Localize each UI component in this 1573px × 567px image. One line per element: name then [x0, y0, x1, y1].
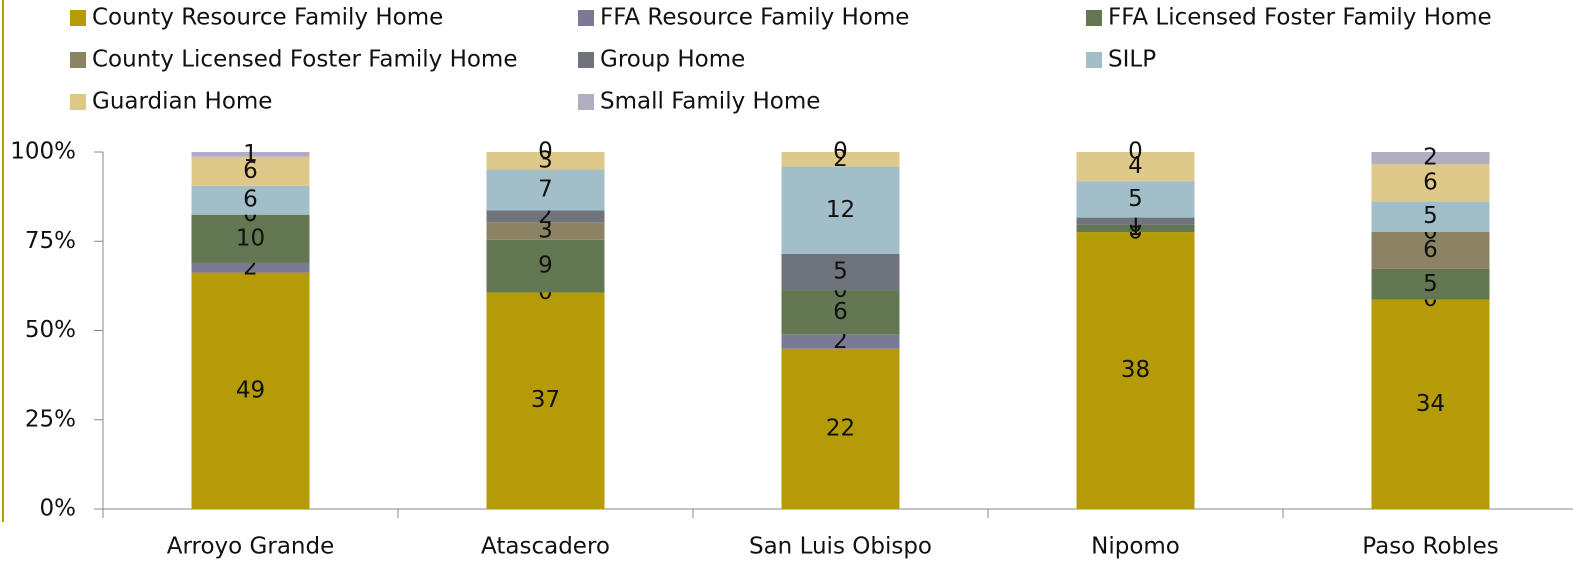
- data-label: 6: [833, 299, 848, 325]
- data-label: 6: [243, 158, 258, 184]
- data-label: 6: [243, 187, 258, 213]
- data-label: 5: [1423, 203, 1438, 229]
- data-label: 0: [833, 139, 848, 165]
- bar-segment: [486, 169, 605, 211]
- y-tick-label: 100%: [10, 139, 76, 165]
- bar-segment: [486, 292, 605, 509]
- data-label: 37: [531, 387, 560, 413]
- y-tick-label: 50%: [25, 317, 76, 343]
- y-tick-label: 25%: [25, 406, 76, 432]
- data-label: 12: [826, 197, 855, 223]
- data-label: 34: [1416, 391, 1445, 417]
- bar-segment: [486, 210, 605, 223]
- data-label: 49: [236, 377, 265, 403]
- legend-swatch: [578, 94, 594, 110]
- y-tick-label: 75%: [25, 228, 76, 254]
- bar-segment: [1371, 299, 1490, 509]
- data-label: 2: [833, 146, 848, 172]
- y-tick-label: 0%: [40, 496, 77, 522]
- legend-label: SILP: [1108, 47, 1156, 73]
- bar-segment: [191, 272, 310, 509]
- legend-label: FFA Licensed Foster Family Home: [1108, 5, 1492, 31]
- legend-label: County Licensed Foster Family Home: [92, 47, 518, 73]
- data-label: 6: [1423, 169, 1438, 195]
- data-label: 5: [1423, 271, 1438, 297]
- bar-segment: [1076, 224, 1195, 233]
- x-tick-label: Atascadero: [481, 534, 610, 560]
- data-label: 9: [538, 253, 553, 279]
- legend-swatch: [70, 52, 86, 68]
- data-label: 2: [1423, 145, 1438, 171]
- bar-segment: [486, 222, 605, 240]
- data-label: 3: [538, 218, 553, 244]
- legend-swatch: [70, 10, 86, 26]
- bar-segment: [1076, 181, 1195, 218]
- x-tick-label: Paso Robles: [1362, 534, 1498, 560]
- bar-segment: [191, 262, 310, 273]
- data-label: 0: [1128, 139, 1143, 165]
- data-label: 4: [1128, 153, 1143, 179]
- data-label: 0: [538, 139, 553, 165]
- bar-segment: [1371, 152, 1490, 165]
- legend-label: County Resource Family Home: [92, 5, 443, 31]
- bar-segment: [191, 185, 310, 215]
- data-label: 5: [833, 259, 848, 285]
- bar-segment: [781, 152, 900, 167]
- bar-segment: [781, 348, 900, 509]
- legend-swatch: [578, 52, 594, 68]
- bar-segment: [191, 156, 310, 186]
- bar-segment: [781, 290, 900, 335]
- bar-segment: [1076, 217, 1195, 225]
- bar-segment: [1371, 268, 1490, 300]
- data-label: 3: [538, 147, 553, 173]
- legend-swatch: [1086, 10, 1102, 26]
- data-label: 10: [236, 225, 265, 251]
- data-label: 6: [1423, 237, 1438, 263]
- legend-swatch: [70, 94, 86, 110]
- bar-segment: [781, 254, 900, 291]
- bar-segment: [486, 152, 605, 170]
- data-label: 22: [826, 415, 855, 441]
- x-tick-label: San Luis Obispo: [749, 534, 932, 560]
- legend-label: Group Home: [600, 47, 745, 73]
- bar-segment: [1076, 152, 1195, 182]
- legend-swatch: [1086, 52, 1102, 68]
- bar-segment: [486, 239, 605, 293]
- x-tick-label: Arroyo Grande: [167, 534, 335, 560]
- legend-swatch: [578, 10, 594, 26]
- data-label: 2: [833, 328, 848, 354]
- bar-segment: [1371, 201, 1490, 233]
- bar-segment: [1371, 232, 1490, 269]
- legend-label: Small Family Home: [600, 89, 820, 115]
- legend-label: FFA Resource Family Home: [600, 5, 909, 31]
- data-label: 7: [538, 177, 553, 203]
- legend-label: Guardian Home: [92, 89, 272, 115]
- bar-segment: [191, 152, 310, 157]
- data-label: 1: [243, 141, 258, 167]
- bar-segment: [781, 166, 900, 254]
- bar-segment: [1076, 232, 1195, 509]
- data-label: 38: [1121, 357, 1150, 383]
- x-tick-label: Nipomo: [1091, 534, 1180, 560]
- data-label: 5: [1128, 186, 1143, 212]
- bar-segment: [191, 214, 310, 263]
- bar-segment: [781, 334, 900, 349]
- bar-segment: [1371, 164, 1490, 202]
